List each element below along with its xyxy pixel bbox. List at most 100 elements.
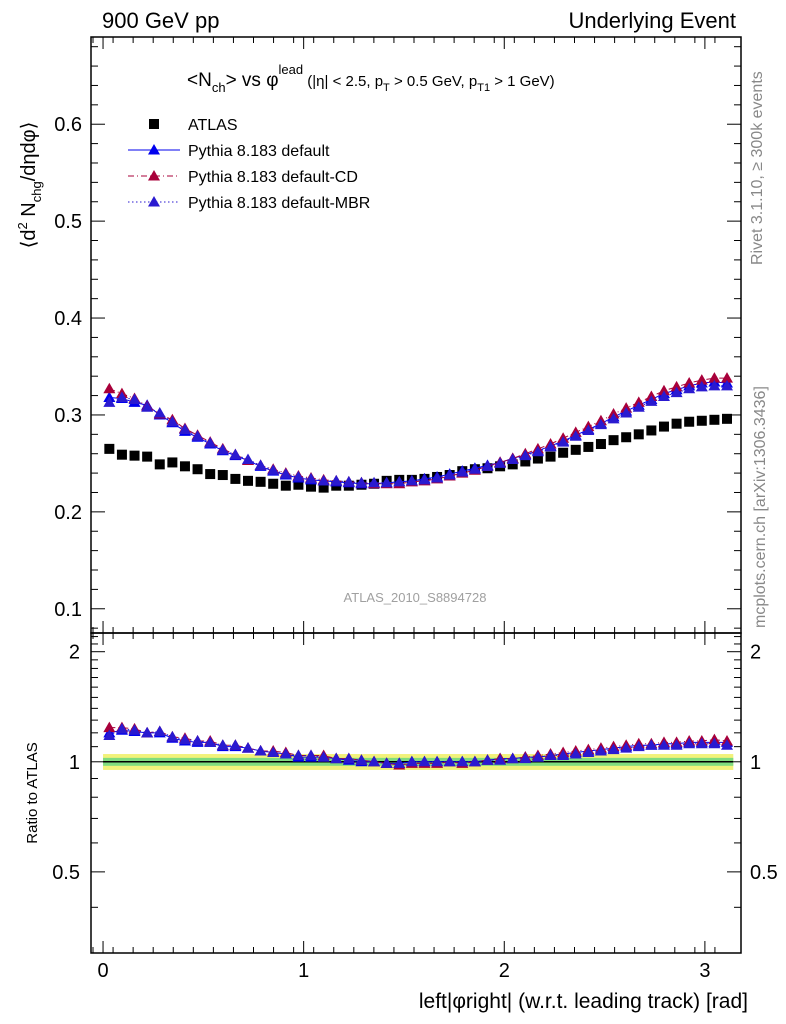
data-point-mc: [317, 474, 330, 486]
ratio-point-mc: [657, 739, 670, 750]
ratio-point-mc: [494, 754, 507, 765]
data-point-atlas: [142, 451, 153, 462]
data-point-mc: [368, 476, 381, 488]
data-point-mc: [115, 391, 128, 403]
y-axis-label: ⟨d2 Nchg/dηdφ⟩: [15, 122, 44, 249]
data-point-mc: [191, 430, 204, 441]
data-point-atlas: [545, 451, 556, 462]
data-point-mc: [204, 437, 217, 448]
legend: ATLAS Pythia 8.183 default Pythia 8.183 de…: [128, 117, 370, 212]
data-point-atlas: [658, 421, 669, 432]
legend-entry-1: Pythia 8.183 default: [128, 143, 330, 160]
legend-label: Pythia 8.183 default: [188, 143, 330, 160]
data-point-mc: [242, 453, 255, 465]
ratio-point-mc: [418, 755, 431, 767]
data-point-atlas: [709, 414, 720, 425]
data-point-mc: [519, 449, 532, 461]
series-3: [103, 379, 733, 768]
data-point-atlas: [255, 476, 266, 487]
data-point-atlas: [230, 473, 241, 484]
data-point-mc: [657, 390, 670, 402]
data-point-mc: [695, 374, 708, 385]
y-tick-label: 0.6: [54, 114, 82, 136]
axes: 0 1 2 3 0.1 0.2 0.3 0.4 0.5 0.6 0.5 0.5 1 1 2 2: [52, 37, 778, 982]
data-point-atlas: [532, 453, 543, 464]
legend-entry-0: ATLAS: [149, 117, 238, 134]
data-point-mc: [632, 401, 645, 412]
ratio-tick-label-left: 2: [69, 642, 80, 664]
data-point-atlas: [633, 429, 644, 440]
data-point-mc: [645, 395, 658, 406]
ratio-point-mc: [330, 752, 343, 764]
ratio-point-mc: [305, 749, 318, 761]
data-marks: [103, 372, 733, 770]
data-point-mc: [178, 423, 191, 434]
ratio-tick-label-right: 2: [750, 642, 761, 664]
data-point-atlas: [558, 447, 569, 458]
data-point-mc: [380, 476, 393, 488]
ratio-tick-label-left: 1: [69, 752, 80, 774]
data-point-mc: [393, 475, 406, 487]
data-point-mc: [229, 448, 242, 460]
ratio-point-mc: [204, 736, 217, 747]
ratio-point-mc: [393, 757, 406, 768]
data-point-atlas: [154, 459, 165, 470]
plot-title: <Nch> vs φlead (|η| < 2.5, pT > 0.5 GeV,…: [187, 62, 555, 95]
data-point-mc: [594, 418, 607, 430]
data-point-mc: [103, 382, 116, 394]
data-point-mc: [418, 473, 431, 485]
data-point-atlas: [608, 435, 619, 446]
data-point-mc: [254, 459, 267, 470]
x-tick-label: 2: [499, 960, 510, 982]
data-point-mc: [279, 468, 292, 479]
ratio-point-mc: [242, 742, 255, 753]
data-point-mc: [128, 393, 141, 404]
ratio-point-mc: [153, 725, 166, 737]
ratio-point-mc: [368, 755, 381, 767]
data-point-mc: [582, 424, 595, 435]
data-point-mc: [670, 380, 683, 392]
x-tick-label: 0: [97, 960, 108, 982]
ratio-point-mc: [456, 755, 469, 767]
ratio-point-mc: [620, 742, 633, 753]
x-axis-label: left|φright| (w.r.t. leading track) [rad…: [419, 990, 748, 1013]
ratio-point-mc: [115, 722, 128, 734]
ratio-point-mc: [519, 752, 532, 764]
data-point-mc: [506, 453, 519, 465]
data-point-atlas: [306, 481, 317, 492]
mcplots-label: mcplots.cern.ch [arXiv:1306.3436]: [752, 386, 769, 628]
ratio-point-mc: [178, 733, 191, 745]
data-point-mc: [620, 407, 633, 418]
ratio-point-mc: [594, 745, 607, 756]
data-point-atlas: [507, 459, 518, 470]
data-point-atlas: [520, 456, 531, 467]
ratio-point-mc: [191, 734, 204, 746]
data-point-atlas: [116, 449, 127, 460]
ratio-point-mc: [569, 748, 582, 759]
ratio-point-mc: [443, 755, 456, 767]
ratio-point-mc: [531, 751, 544, 762]
data-point-mc: [443, 469, 456, 480]
data-point-mc: [166, 415, 179, 427]
data-point-atlas: [167, 457, 178, 468]
ratio-point-mc: [431, 755, 444, 767]
legend-entry-2: Pythia 8.183 default-CD: [128, 169, 358, 186]
data-point-mc: [481, 460, 494, 471]
data-point-mc: [557, 436, 570, 447]
data-point-mc: [607, 412, 620, 424]
ratio-panel-frame: [90, 632, 742, 954]
legend-marker: [149, 119, 159, 129]
ratio-point-mc: [267, 746, 280, 758]
legend-marker: [148, 144, 160, 155]
data-point-mc: [657, 384, 670, 396]
data-point-atlas: [280, 480, 291, 491]
data-point-atlas: [621, 432, 632, 443]
data-point-atlas: [570, 444, 581, 455]
data-point-mc: [720, 379, 733, 391]
ratio-point-mc: [317, 751, 330, 762]
data-point-atlas: [129, 450, 140, 461]
y-tick-label: 0.2: [54, 502, 82, 524]
header-left-title: 900 GeV pp: [102, 8, 219, 33]
data-point-mc: [708, 372, 721, 383]
ratio-point-mc: [279, 748, 292, 759]
